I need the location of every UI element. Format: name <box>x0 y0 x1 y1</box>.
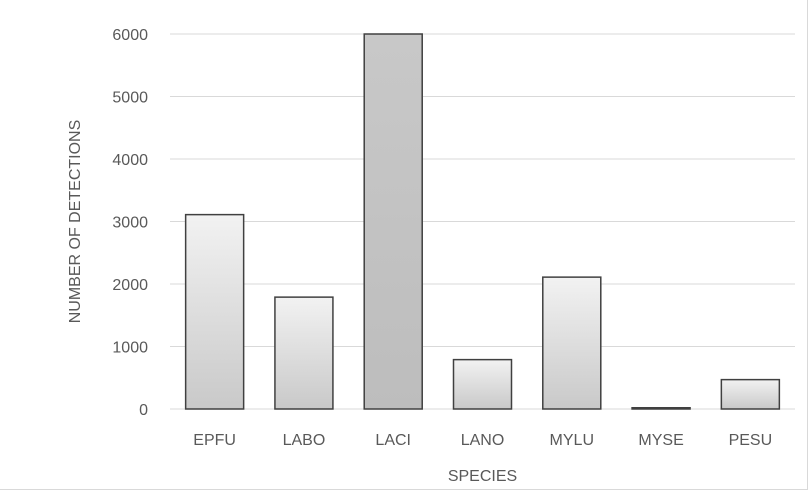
y-tick-label: 2000 <box>112 277 148 294</box>
x-tick-label-laci: LACI <box>375 432 411 449</box>
y-tick-label: 3000 <box>112 215 148 232</box>
y-tick-labels: 0 1000 2000 3000 4000 5000 6000 <box>112 27 148 419</box>
y-tick-label: 6000 <box>112 27 148 44</box>
x-axis-title: SPECIES <box>448 468 517 485</box>
x-tick-label-pesu: PESU <box>729 432 773 449</box>
x-tick-label-lano: LANO <box>461 432 505 449</box>
x-tick-label-mylu: MYLU <box>550 432 594 449</box>
y-tick-label: 5000 <box>112 90 148 107</box>
x-tick-label-myse: MYSE <box>638 432 683 449</box>
y-axis-title: NUMBER OF DETECTIONS <box>67 120 84 324</box>
bar-laci <box>363 33 423 410</box>
bar-epfu <box>184 213 245 410</box>
bar-myse <box>631 407 691 410</box>
bar-mylu <box>542 276 602 410</box>
y-tick-label: 1000 <box>112 340 148 357</box>
gridlines <box>170 33 795 410</box>
x-tick-label-labo: LABO <box>283 432 326 449</box>
y-tick-label: 0 <box>139 402 148 419</box>
bar-lano <box>452 358 513 410</box>
x-tick-label-epfu: EPFU <box>193 432 236 449</box>
bar-pesu <box>720 378 781 410</box>
y-tick-label: 4000 <box>112 152 148 169</box>
bar-labo <box>274 296 334 410</box>
bars <box>184 33 781 410</box>
x-tick-labels: EPFU LABO LACI LANO MYLU MYSE PESU <box>193 432 772 449</box>
